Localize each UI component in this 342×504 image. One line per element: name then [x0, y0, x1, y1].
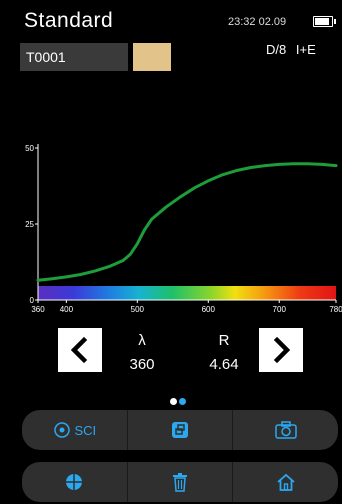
- battery-icon: [313, 16, 336, 27]
- x-tick-label: 780: [329, 305, 342, 314]
- wavelength-label: λ: [138, 332, 146, 349]
- home-button[interactable]: [233, 462, 338, 502]
- wavelength-value: 360: [129, 356, 155, 373]
- crosshair-icon: [66, 474, 83, 490]
- toolbar-top: SCI: [22, 410, 338, 450]
- target-icon: [53, 422, 70, 438]
- toolbar-bottom: [22, 462, 338, 502]
- home-icon: [277, 473, 295, 491]
- camera-button[interactable]: [233, 410, 338, 450]
- chevron-left-icon: [70, 336, 88, 364]
- measurement-geometry: D/8 I+E: [266, 42, 316, 57]
- y-tick-label: 25: [25, 220, 34, 229]
- y-tick-label: 50: [25, 144, 34, 153]
- page-indicator: [170, 392, 188, 410]
- reflectance-chart[interactable]: 0 25 50 360 400 500 600 700 780: [0, 120, 342, 320]
- status-clock: 23:32 02.09: [228, 16, 287, 28]
- x-tick-label: 400: [60, 305, 74, 314]
- measure-button[interactable]: [22, 462, 128, 502]
- x-tick-label: 700: [273, 305, 287, 314]
- spectrum-bar: [38, 286, 336, 300]
- x-tick-label: 360: [31, 305, 45, 314]
- x-tick-label: 500: [131, 305, 145, 314]
- sci-mode-button[interactable]: SCI: [22, 410, 128, 450]
- sample-id-field[interactable]: T0001: [20, 43, 128, 71]
- delete-button[interactable]: [128, 462, 234, 502]
- trash-icon: [173, 473, 187, 492]
- reflectance-curve: [36, 162, 338, 282]
- sci-label: SCI: [74, 422, 97, 438]
- y-tick-label: 0: [30, 296, 35, 305]
- prev-wavelength-button[interactable]: [58, 328, 102, 372]
- chevron-right-icon: [273, 336, 291, 364]
- reflectance-label: R: [218, 332, 230, 349]
- x-tick-label: 600: [202, 305, 216, 314]
- page-dot-active[interactable]: [179, 398, 186, 405]
- standard-sample-button[interactable]: [128, 410, 234, 450]
- next-wavelength-button[interactable]: [259, 328, 303, 372]
- title-bar: Standard 23:32 02.09: [0, 0, 342, 36]
- color-swatch: [133, 43, 171, 71]
- camera-icon: [274, 421, 297, 439]
- reflectance-value: 4.64: [209, 356, 239, 373]
- page-dot[interactable]: [170, 398, 177, 405]
- page-title: Standard: [24, 9, 114, 32]
- sample-tab-icon: [172, 422, 188, 438]
